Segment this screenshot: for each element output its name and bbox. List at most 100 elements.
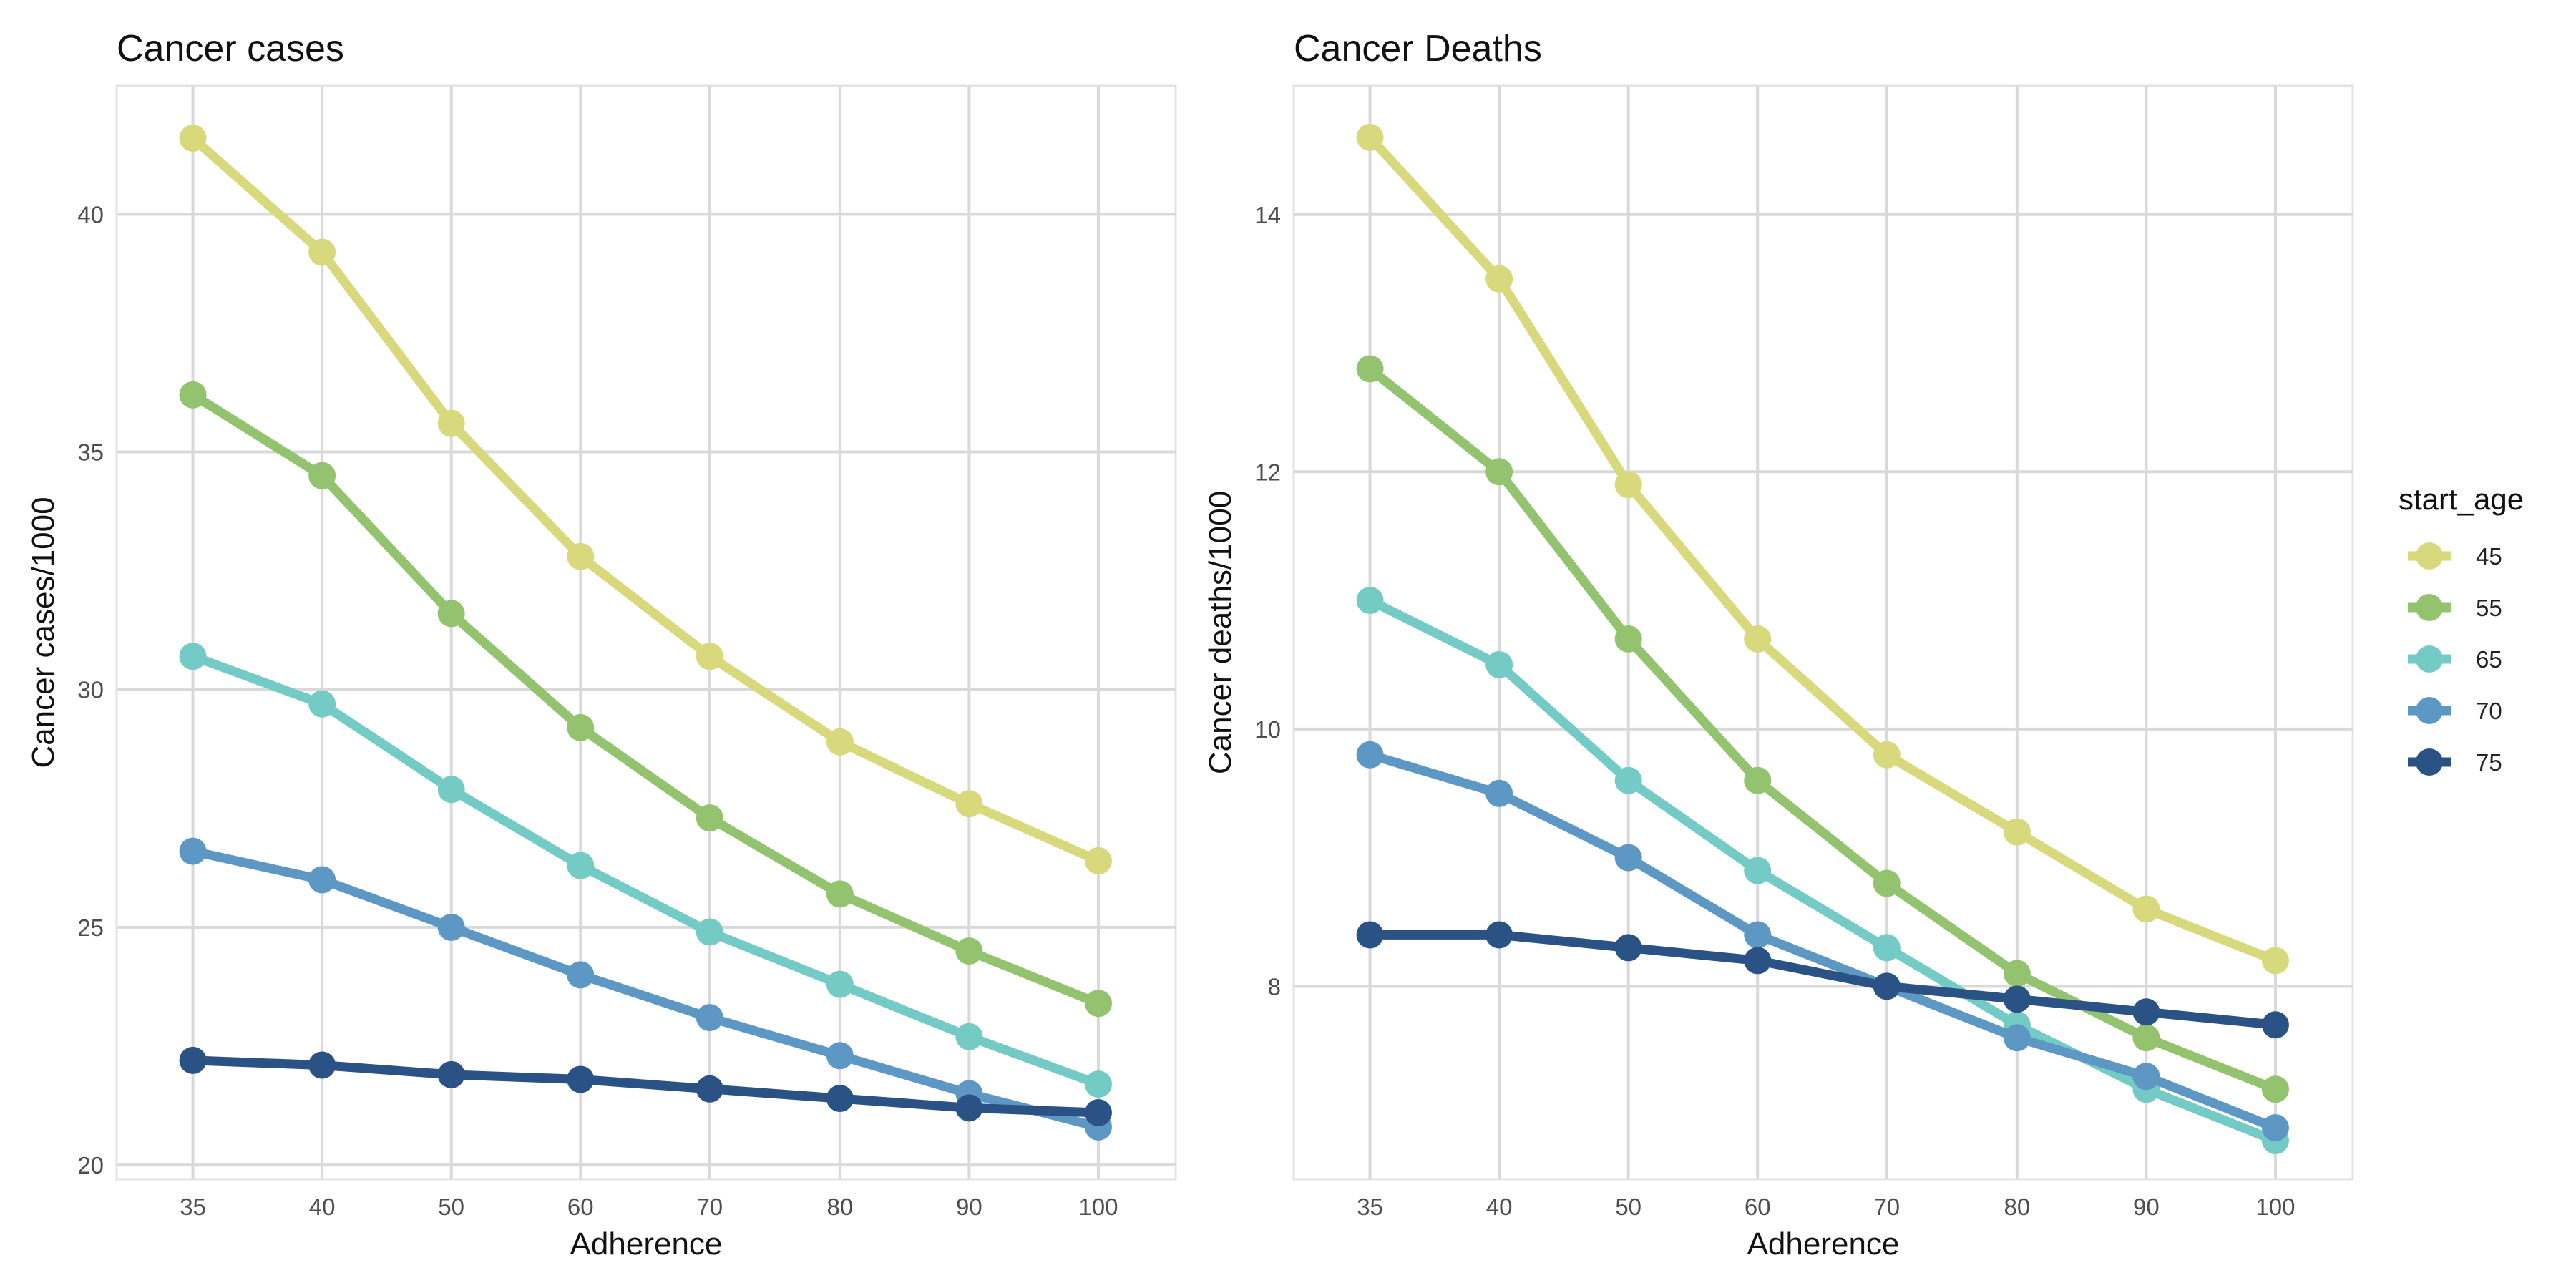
data-point xyxy=(1873,741,1901,769)
series-75 xyxy=(179,1046,1112,1126)
data-point xyxy=(1485,921,1513,949)
data-point xyxy=(437,913,465,941)
data-point xyxy=(1084,990,1112,1018)
data-point xyxy=(955,1023,983,1050)
x-tick-label: 40 xyxy=(309,1194,336,1220)
data-point xyxy=(1744,857,1772,884)
x-axis-label: Adherence xyxy=(1747,1226,1900,1262)
x-tick-label: 35 xyxy=(1357,1194,1383,1220)
series-line xyxy=(188,1055,1103,1118)
data-point xyxy=(308,866,336,894)
data-point xyxy=(567,713,595,741)
x-tick-label: 90 xyxy=(956,1194,982,1220)
series-45 xyxy=(179,125,1112,874)
chart-panels: 35 40 50 60 70 80 90 100 20 25 30 35 40 Cancer cases A… xyxy=(26,28,2354,1262)
legend-label: 65 xyxy=(2476,646,2502,673)
data-point xyxy=(1744,625,1772,653)
data-point xyxy=(1485,650,1513,678)
data-point xyxy=(2132,998,2160,1026)
series-line xyxy=(188,651,1103,1089)
data-point xyxy=(1356,355,1384,383)
data-point xyxy=(2261,947,2289,975)
data-point xyxy=(696,1075,723,1103)
series-75 xyxy=(1356,921,2289,1039)
legend-key-point xyxy=(2416,645,2443,673)
panel-border xyxy=(115,84,1177,1181)
data-point xyxy=(696,1004,723,1032)
y-tick-label: 20 xyxy=(77,1152,104,1179)
data-point xyxy=(1744,947,1772,975)
legend-label: 70 xyxy=(2476,698,2502,724)
x-tick-label: 50 xyxy=(438,1194,464,1220)
data-point xyxy=(179,125,207,152)
series-45 xyxy=(1356,123,2289,975)
x-tick-label: 40 xyxy=(1486,1194,1513,1220)
y-tick-label: 40 xyxy=(77,201,104,228)
data-point xyxy=(1873,972,1901,1000)
data-point xyxy=(179,1046,207,1074)
x-axis-label: Adherence xyxy=(570,1226,723,1262)
data-point xyxy=(696,643,723,670)
data-point xyxy=(1356,123,1384,151)
x-tick-label: 80 xyxy=(826,1194,853,1220)
data-point xyxy=(696,918,723,946)
x-tick-label: 35 xyxy=(180,1194,206,1220)
data-point xyxy=(567,1065,595,1093)
data-point xyxy=(179,381,207,409)
data-point xyxy=(2261,1075,2289,1103)
data-point xyxy=(1485,265,1513,293)
data-point xyxy=(2003,818,2031,846)
legend-item-55: 55 xyxy=(2408,594,2502,621)
data-point xyxy=(2261,1011,2289,1039)
panel-1: 35 40 50 60 70 80 90 100 20 25 30 35 40 Cancer cases A… xyxy=(26,28,1177,1262)
data-point xyxy=(308,238,336,266)
data-point xyxy=(179,837,207,865)
data-point xyxy=(1485,779,1513,807)
data-point xyxy=(567,542,595,570)
legend-key-point xyxy=(2416,697,2443,724)
x-tick-label: 90 xyxy=(2133,1194,2160,1220)
series-line xyxy=(1365,750,2280,1133)
data-point xyxy=(308,462,336,489)
series-55 xyxy=(1356,355,2289,1103)
y-tick-label: 10 xyxy=(1254,716,1281,743)
data-point xyxy=(2132,1024,2160,1052)
chart-title: Cancer Deaths xyxy=(1294,28,1542,69)
data-point xyxy=(1356,921,1384,949)
data-point xyxy=(1356,741,1384,769)
data-point xyxy=(437,776,465,804)
data-point xyxy=(955,790,983,818)
series-line xyxy=(1365,930,2280,1030)
y-tick-label: 30 xyxy=(77,677,104,703)
data-point xyxy=(1614,471,1642,499)
y-tick-label: 25 xyxy=(77,914,104,941)
y-axis-label: Cancer deaths/1000 xyxy=(1203,491,1238,774)
x-tick-label: 50 xyxy=(1615,1194,1641,1220)
y-tick-label: 35 xyxy=(77,439,104,466)
data-point xyxy=(1084,847,1112,874)
data-point xyxy=(955,937,983,965)
data-point xyxy=(308,690,336,718)
data-point xyxy=(2261,1114,2289,1142)
data-point xyxy=(2003,985,2031,1013)
legend-item-45: 45 xyxy=(2408,542,2502,570)
y-tick-label: 14 xyxy=(1254,202,1281,228)
data-point xyxy=(1614,766,1642,794)
data-point xyxy=(1873,869,1901,897)
series-line xyxy=(1365,364,2280,1094)
data-point xyxy=(437,1060,465,1088)
data-point xyxy=(1614,844,1642,872)
data-point xyxy=(308,1051,336,1079)
data-point xyxy=(437,409,465,437)
data-point xyxy=(2003,960,2031,987)
data-point xyxy=(826,1085,854,1113)
x-tick-label: 60 xyxy=(1745,1194,1771,1220)
x-tick-label: 80 xyxy=(2004,1194,2030,1220)
legend-label: 75 xyxy=(2476,749,2502,776)
data-point xyxy=(826,880,854,908)
y-axis-label: Cancer cases/1000 xyxy=(26,497,61,768)
data-point xyxy=(1084,1070,1112,1098)
series-55 xyxy=(179,381,1112,1018)
legend-key-point xyxy=(2416,594,2443,621)
